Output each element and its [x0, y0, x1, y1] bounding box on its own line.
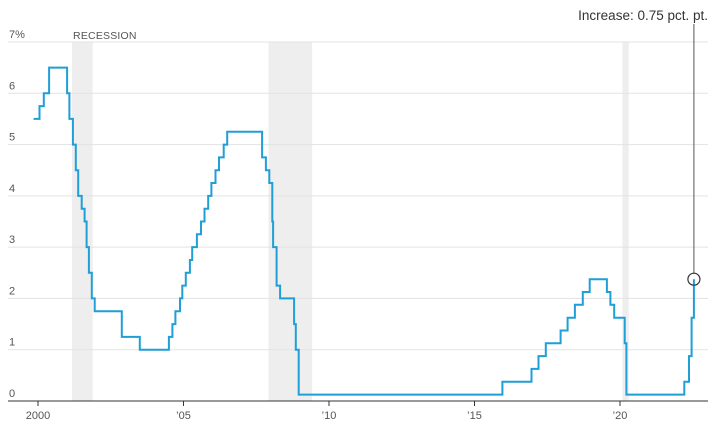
annotation-text: Increase: 0.75 pct. pt. — [578, 8, 708, 23]
recession-band-3 — [622, 42, 629, 401]
y-tick-label: 5 — [9, 132, 15, 144]
y-tick-label: 1 — [9, 337, 15, 349]
x-tick-label: ’15 — [467, 410, 482, 422]
y-tick-label: 2 — [9, 285, 15, 297]
recession-band-1 — [72, 42, 93, 401]
x-tick-label: ’05 — [176, 410, 191, 422]
x-axis-ticks: 2000 ’05 ’10 ’15 ’20 — [26, 401, 628, 422]
recession-bands — [72, 42, 629, 401]
y-tick-label: 3 — [9, 234, 15, 246]
recession-band-2 — [268, 42, 313, 401]
y-tick-label: 6 — [9, 80, 15, 92]
gridlines — [8, 41, 708, 351]
recession-label: RECESSION — [73, 30, 137, 42]
annotation-marker — [687, 272, 701, 286]
x-tick-label: ’20 — [613, 410, 628, 422]
y-axis-tick-labels: 0 1 2 3 4 5 6 7% — [9, 29, 25, 400]
y-tick-label: 7% — [9, 29, 25, 41]
x-tick-label: 2000 — [26, 410, 50, 422]
y-tick-label: 0 — [9, 388, 15, 400]
rate-series-line — [33, 66, 695, 396]
x-tick-label: ’10 — [322, 410, 337, 422]
y-tick-label: 4 — [9, 183, 15, 195]
